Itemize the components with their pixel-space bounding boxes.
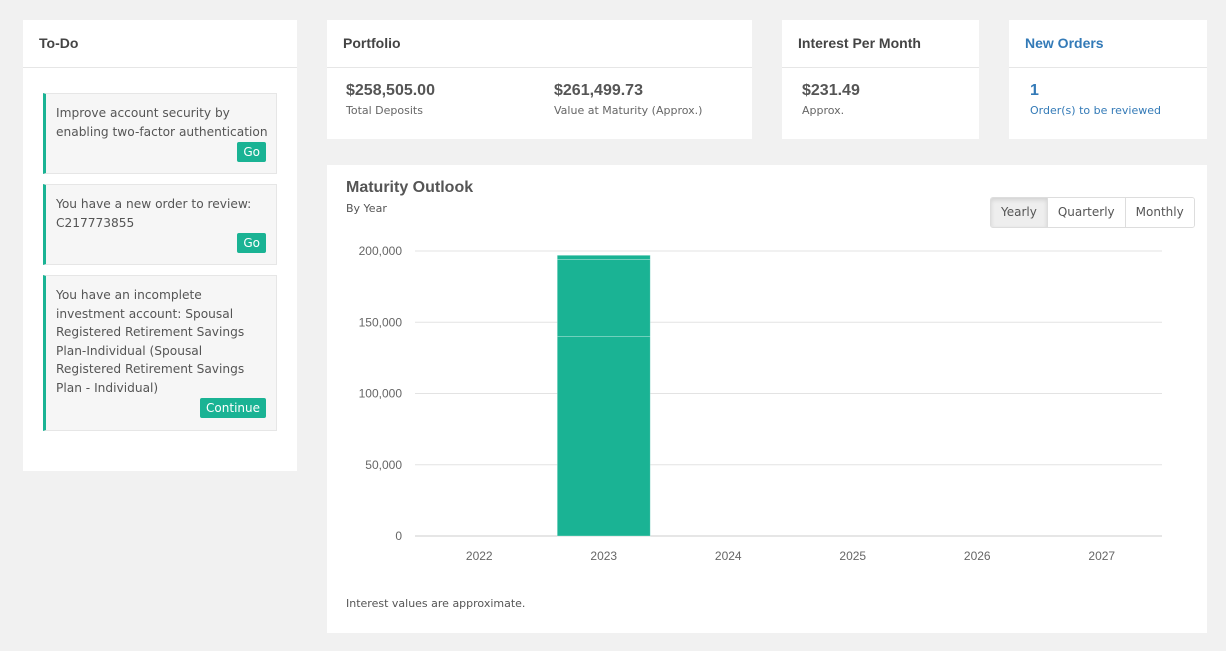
toggle-monthly[interactable]: Monthly	[1124, 198, 1194, 227]
maturity-label: Value at Maturity (Approx.)	[554, 104, 703, 117]
orders-title[interactable]: New Orders	[1009, 20, 1207, 68]
x-tick-label: 2024	[715, 549, 742, 563]
interest-label: Approx.	[802, 104, 845, 117]
maturity-chart: 0 50,000 100,000 150,000 200,000 2022 2023 2024…	[359, 244, 1162, 563]
x-tick-label: 2026	[964, 549, 991, 563]
go-button[interactable]: Go	[237, 142, 266, 162]
toggle-quarterly[interactable]: Quarterly	[1046, 198, 1125, 227]
interest-value: $231.49	[802, 82, 860, 99]
todo-item-text: You have an incomplete investment accoun…	[56, 288, 245, 395]
chart-subtitle: By Year	[346, 202, 387, 215]
chart-title: Maturity Outlook	[346, 179, 474, 196]
y-tick-label: 0	[395, 529, 402, 543]
y-tick-label: 200,000	[359, 244, 403, 258]
bar-segment	[556, 336, 651, 537]
todo-item-text: Improve account security by enabling two…	[56, 106, 268, 139]
x-tick-label: 2023	[590, 549, 617, 563]
orders-label[interactable]: Order(s) to be reviewed	[1030, 104, 1161, 117]
orders-count[interactable]: 1	[1030, 82, 1039, 99]
maturity-value: $261,499.73	[554, 82, 643, 99]
orders-panel: New Orders 1 Order(s) to be reviewed	[1009, 20, 1207, 139]
go-button[interactable]: Go	[237, 233, 266, 253]
total-deposits-value: $258,505.00	[346, 82, 435, 99]
todo-panel: To-Do Improve account security by enabli…	[23, 20, 297, 471]
todo-item-text: You have a new order to review: C2177738…	[56, 197, 252, 230]
y-tick-label: 100,000	[359, 387, 403, 401]
maturity-outlook-panel: 0 50,000 100,000 150,000 200,000 2022 2023 2024…	[327, 165, 1207, 633]
toggle-yearly[interactable]: Yearly	[991, 198, 1047, 227]
x-tick-label: 2022	[466, 549, 493, 563]
todo-title: To-Do	[23, 20, 297, 68]
x-tick-label: 2025	[839, 549, 866, 563]
portfolio-panel: Portfolio $258,505.00 Total Deposits $26…	[327, 20, 752, 139]
y-tick-label: 150,000	[359, 315, 403, 329]
interest-panel: Interest Per Month $231.49 Approx.	[782, 20, 979, 139]
interest-title: Interest Per Month	[782, 20, 979, 68]
y-tick-label: 50,000	[365, 458, 402, 472]
todo-item: You have an incomplete investment accoun…	[43, 275, 277, 431]
continue-button[interactable]: Continue	[200, 398, 266, 418]
chart-footnote: Interest values are approximate.	[346, 597, 526, 610]
bar-segment	[556, 254, 651, 260]
period-toggle: Yearly Quarterly Monthly	[990, 197, 1195, 228]
portfolio-title: Portfolio	[327, 20, 752, 68]
todo-item: You have a new order to review: C2177738…	[43, 184, 277, 265]
bar-segment	[556, 259, 651, 337]
x-tick-label: 2027	[1088, 549, 1115, 563]
total-deposits-label: Total Deposits	[346, 104, 423, 117]
todo-item: Improve account security by enabling two…	[43, 93, 277, 174]
